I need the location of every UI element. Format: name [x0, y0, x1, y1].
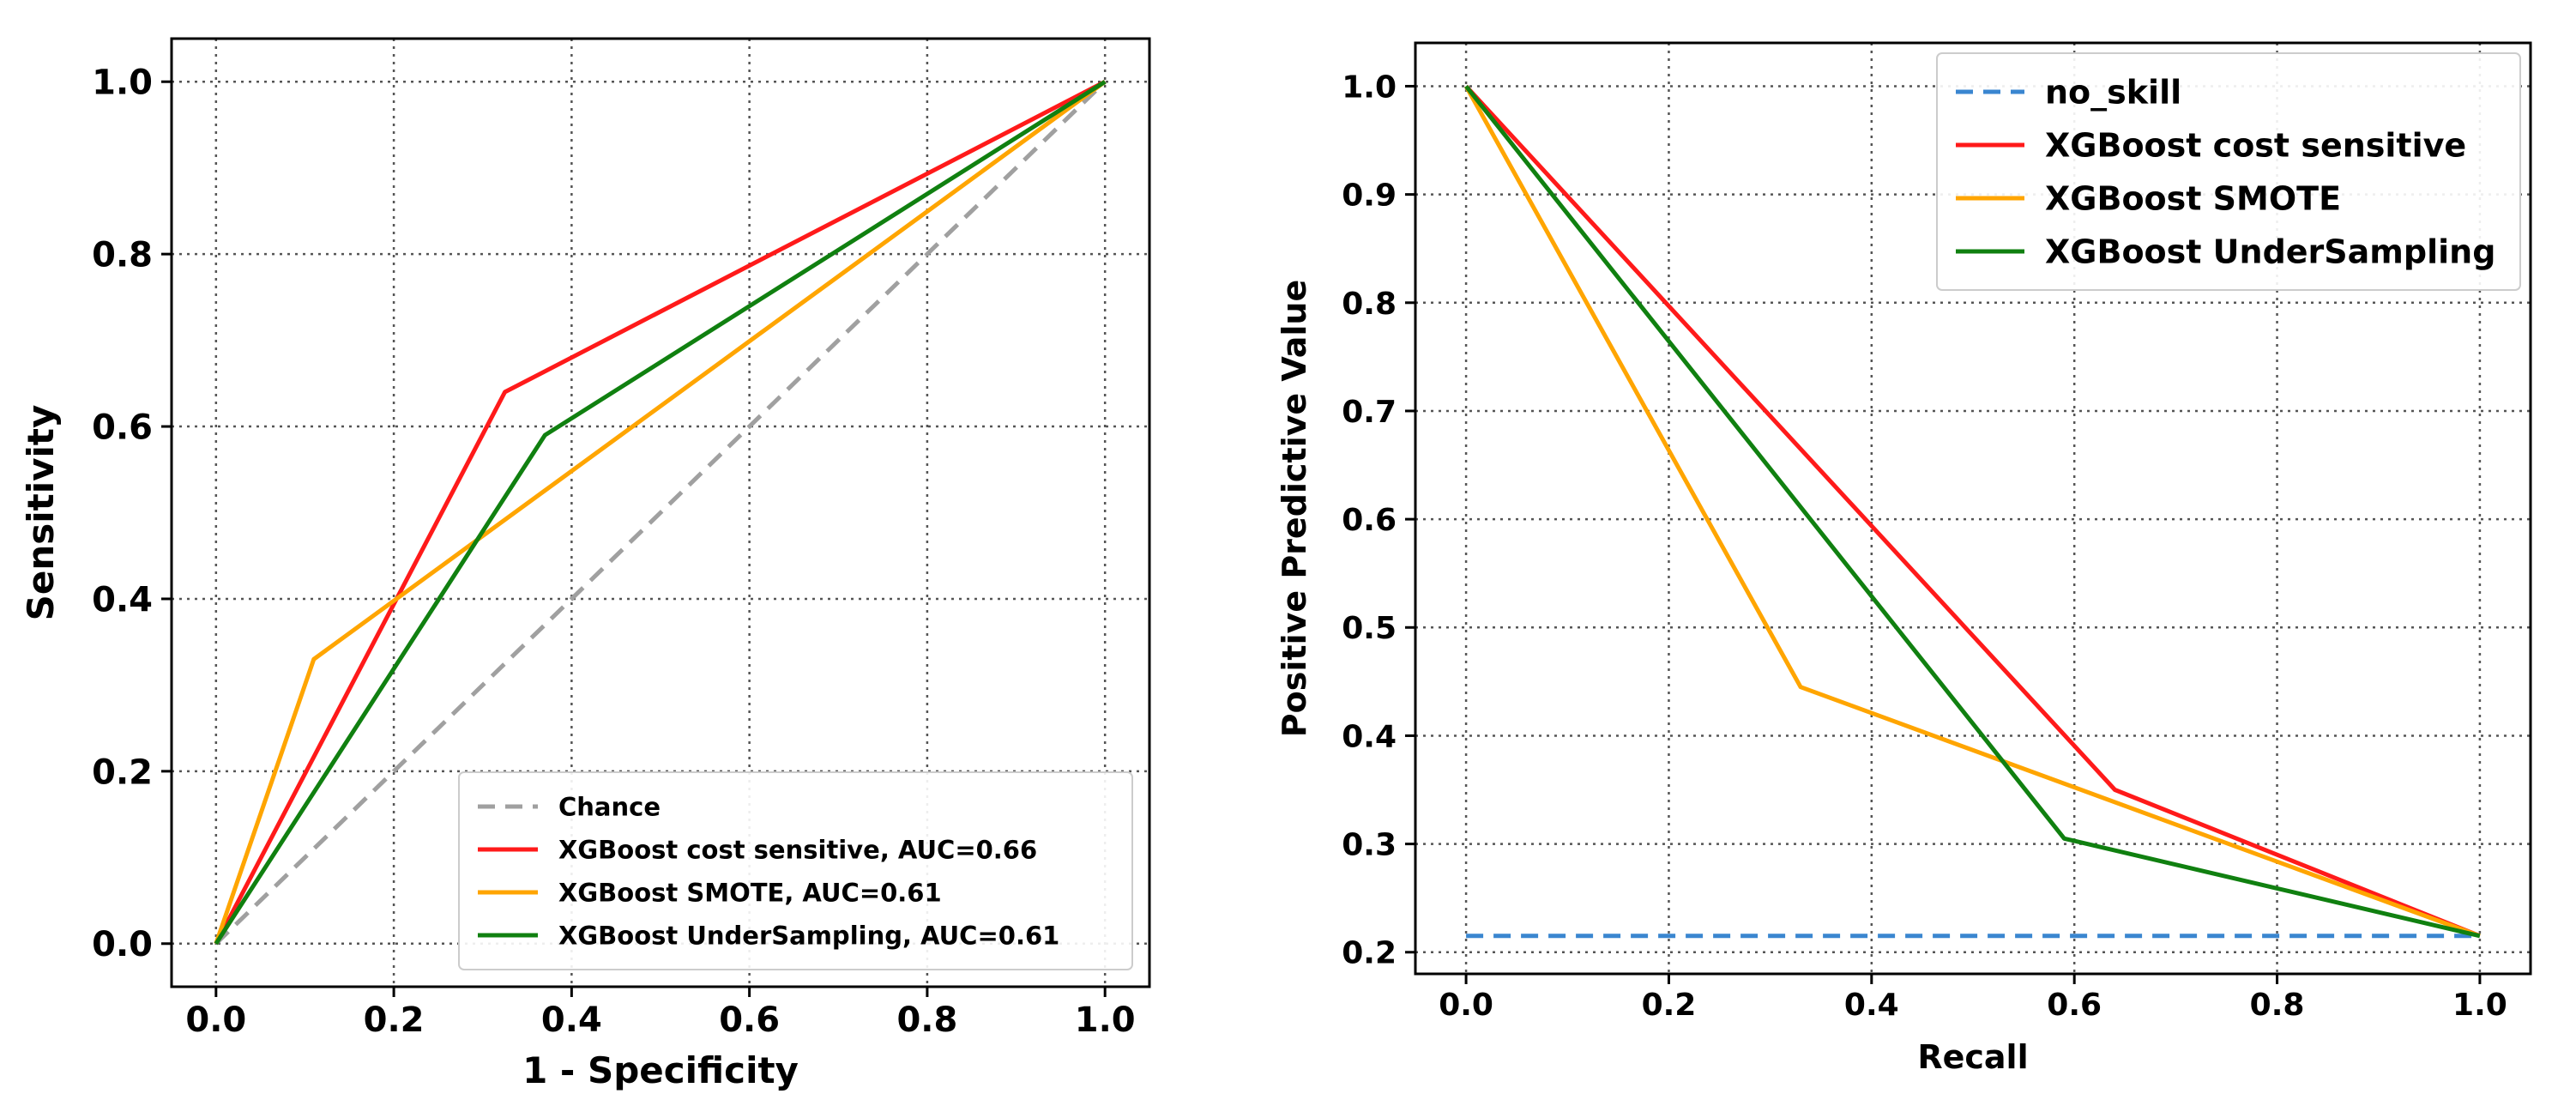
legend-entry-0: Chance [558, 792, 661, 821]
y-tick-label: 0.3 [1342, 828, 1397, 863]
legend-entry-1: XGBoost cost sensitive [2045, 127, 2466, 165]
y-tick-label: 0.7 [1342, 395, 1397, 430]
x-tick-label: 0.0 [185, 1000, 246, 1040]
series-line-0 [214, 80, 1107, 946]
x-tick-label: 0.8 [896, 1000, 957, 1040]
plot-frame [1414, 41, 2532, 976]
x-tick-label: 0.6 [2047, 988, 2102, 1023]
legend [458, 771, 1133, 970]
y-axis-label: Positive Predictive Value [1276, 280, 1313, 737]
y-tick-label: 0.8 [1342, 287, 1397, 322]
x-tick-label: 1.0 [1075, 1000, 1136, 1040]
y-tick-label: 0.5 [1342, 611, 1397, 646]
y-tick-label: 0.2 [1342, 936, 1397, 971]
series-line-3 [214, 80, 1107, 946]
y-tick-label: 0.0 [92, 925, 153, 964]
series-line-2 [214, 80, 1107, 945]
x-axis-label: 1 - Specificity [522, 1049, 799, 1091]
y-tick-label: 0.2 [92, 752, 153, 792]
x-axis-label: Recall [1917, 1038, 2028, 1076]
x-tick-label: 0.2 [364, 1000, 425, 1040]
x-tick-label: 0.4 [541, 1000, 602, 1040]
y-tick-label: 0.6 [92, 408, 153, 447]
x-tick-label: 1.0 [2452, 988, 2507, 1023]
roc-chart: 0.0 0.2 0.4 0.6 0.8 1.0 0.0 0.2 0.4 0.6 0.8 1.0 1 - … [20, 37, 1151, 1091]
precision-recall-chart: 0.0 0.2 0.4 0.6 0.8 1.0 0.2 0.3 0.4 0.5 0.6 0.7 0.8 0… [1276, 41, 2532, 1076]
plot-frame [170, 37, 1151, 988]
y-tick-label: 0.9 [1342, 178, 1397, 214]
series-line-2 [1463, 85, 2481, 939]
y-tick-label: 0.4 [92, 580, 153, 619]
y-tick-label: 0.4 [1342, 719, 1397, 754]
legend-entry-3: XGBoost UnderSampling, AUC=0.61 [558, 921, 1059, 950]
x-tick-label: 0.8 [2250, 988, 2305, 1023]
legend [1936, 52, 2521, 291]
y-axis-label: Sensitivity [20, 405, 62, 621]
series-line-1 [214, 79, 1107, 945]
x-tick-label: 0.2 [1642, 988, 1697, 1023]
x-tick-label: 0.6 [719, 1000, 780, 1040]
legend-entry-2: XGBoost SMOTE [2045, 180, 2341, 218]
legend-entry-1: XGBoost cost sensitive, AUC=0.66 [558, 835, 1037, 864]
y-tick-label: 1.0 [92, 63, 153, 103]
legend-entry-0: no_skill [2045, 74, 2181, 112]
y-tick-label: 1.0 [1342, 70, 1397, 105]
series-line-3 [1464, 84, 2481, 939]
x-tick-label: 0.0 [1439, 988, 1493, 1023]
x-tick-label: 0.4 [1844, 988, 1899, 1023]
legend-entry-3: XGBoost UnderSampling [2045, 233, 2495, 271]
y-tick-label: 0.6 [1342, 503, 1397, 538]
y-tick-label: 0.8 [92, 236, 153, 275]
legend-entry-2: XGBoost SMOTE, AUC=0.61 [558, 878, 942, 907]
series-line-1 [1464, 84, 2481, 939]
